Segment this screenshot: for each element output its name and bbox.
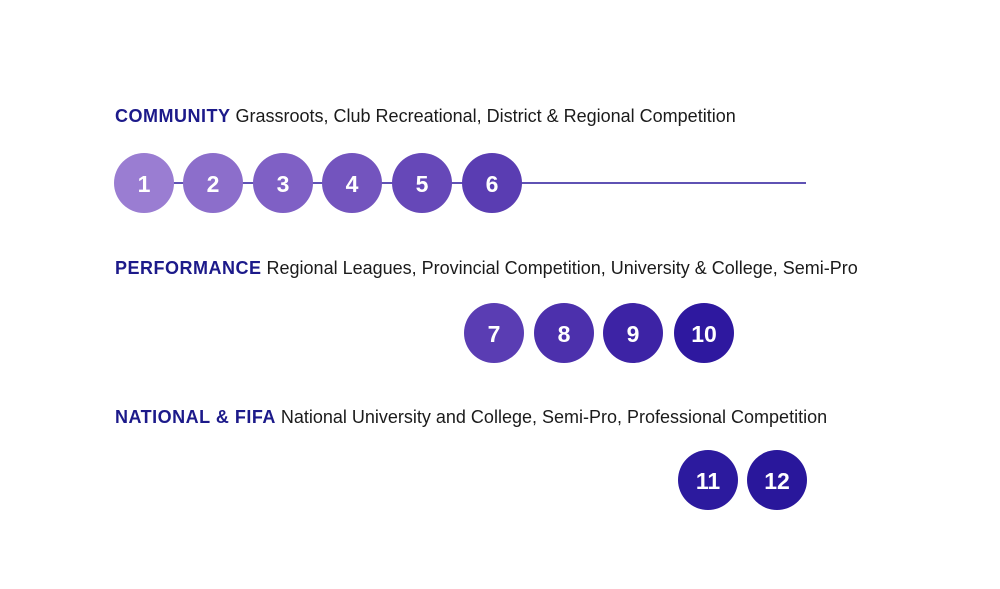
stage-number: 7 [488,321,501,347]
level-description: Regional Leagues, Provincial Competition… [267,258,858,278]
stage-number: 5 [416,171,429,197]
stage-circle [747,450,807,510]
level-name: COMMUNITY [115,106,231,126]
rows: COMMUNITY Grassroots, Club Recreational,… [114,106,858,510]
stage-number: 6 [486,171,499,197]
stage-number: 1 [138,171,151,197]
stage-circle [462,153,522,213]
stage-number: 12 [764,468,790,494]
stage-number: 2 [207,171,220,197]
stage-number: 10 [691,321,717,347]
level-description: Grassroots, Club Recreational, District … [236,106,736,126]
level-description: National University and College, Semi-Pr… [281,407,827,427]
stage-circle [183,153,243,213]
stage-number: 4 [346,171,359,197]
stage-circle [392,153,452,213]
row-heading: NATIONAL & FIFA National University and … [115,407,827,427]
stage-circle [674,303,734,363]
stage-circle [253,153,313,213]
stage-circle [322,153,382,213]
stage-circle [678,450,738,510]
level-name: NATIONAL & FIFA [115,407,276,427]
stage-circle [114,153,174,213]
stage-number: 9 [627,321,640,347]
stage-number: 11 [696,468,721,494]
row-heading: COMMUNITY Grassroots, Club Recreational,… [115,106,736,126]
level-name: PERFORMANCE [115,258,262,278]
stage-circle [534,303,594,363]
stage-number: 8 [558,321,571,347]
row-heading: PERFORMANCE Regional Leagues, Provincial… [115,258,858,278]
stage-circle [603,303,663,363]
stage-circle [464,303,524,363]
stage-number: 3 [277,171,290,197]
